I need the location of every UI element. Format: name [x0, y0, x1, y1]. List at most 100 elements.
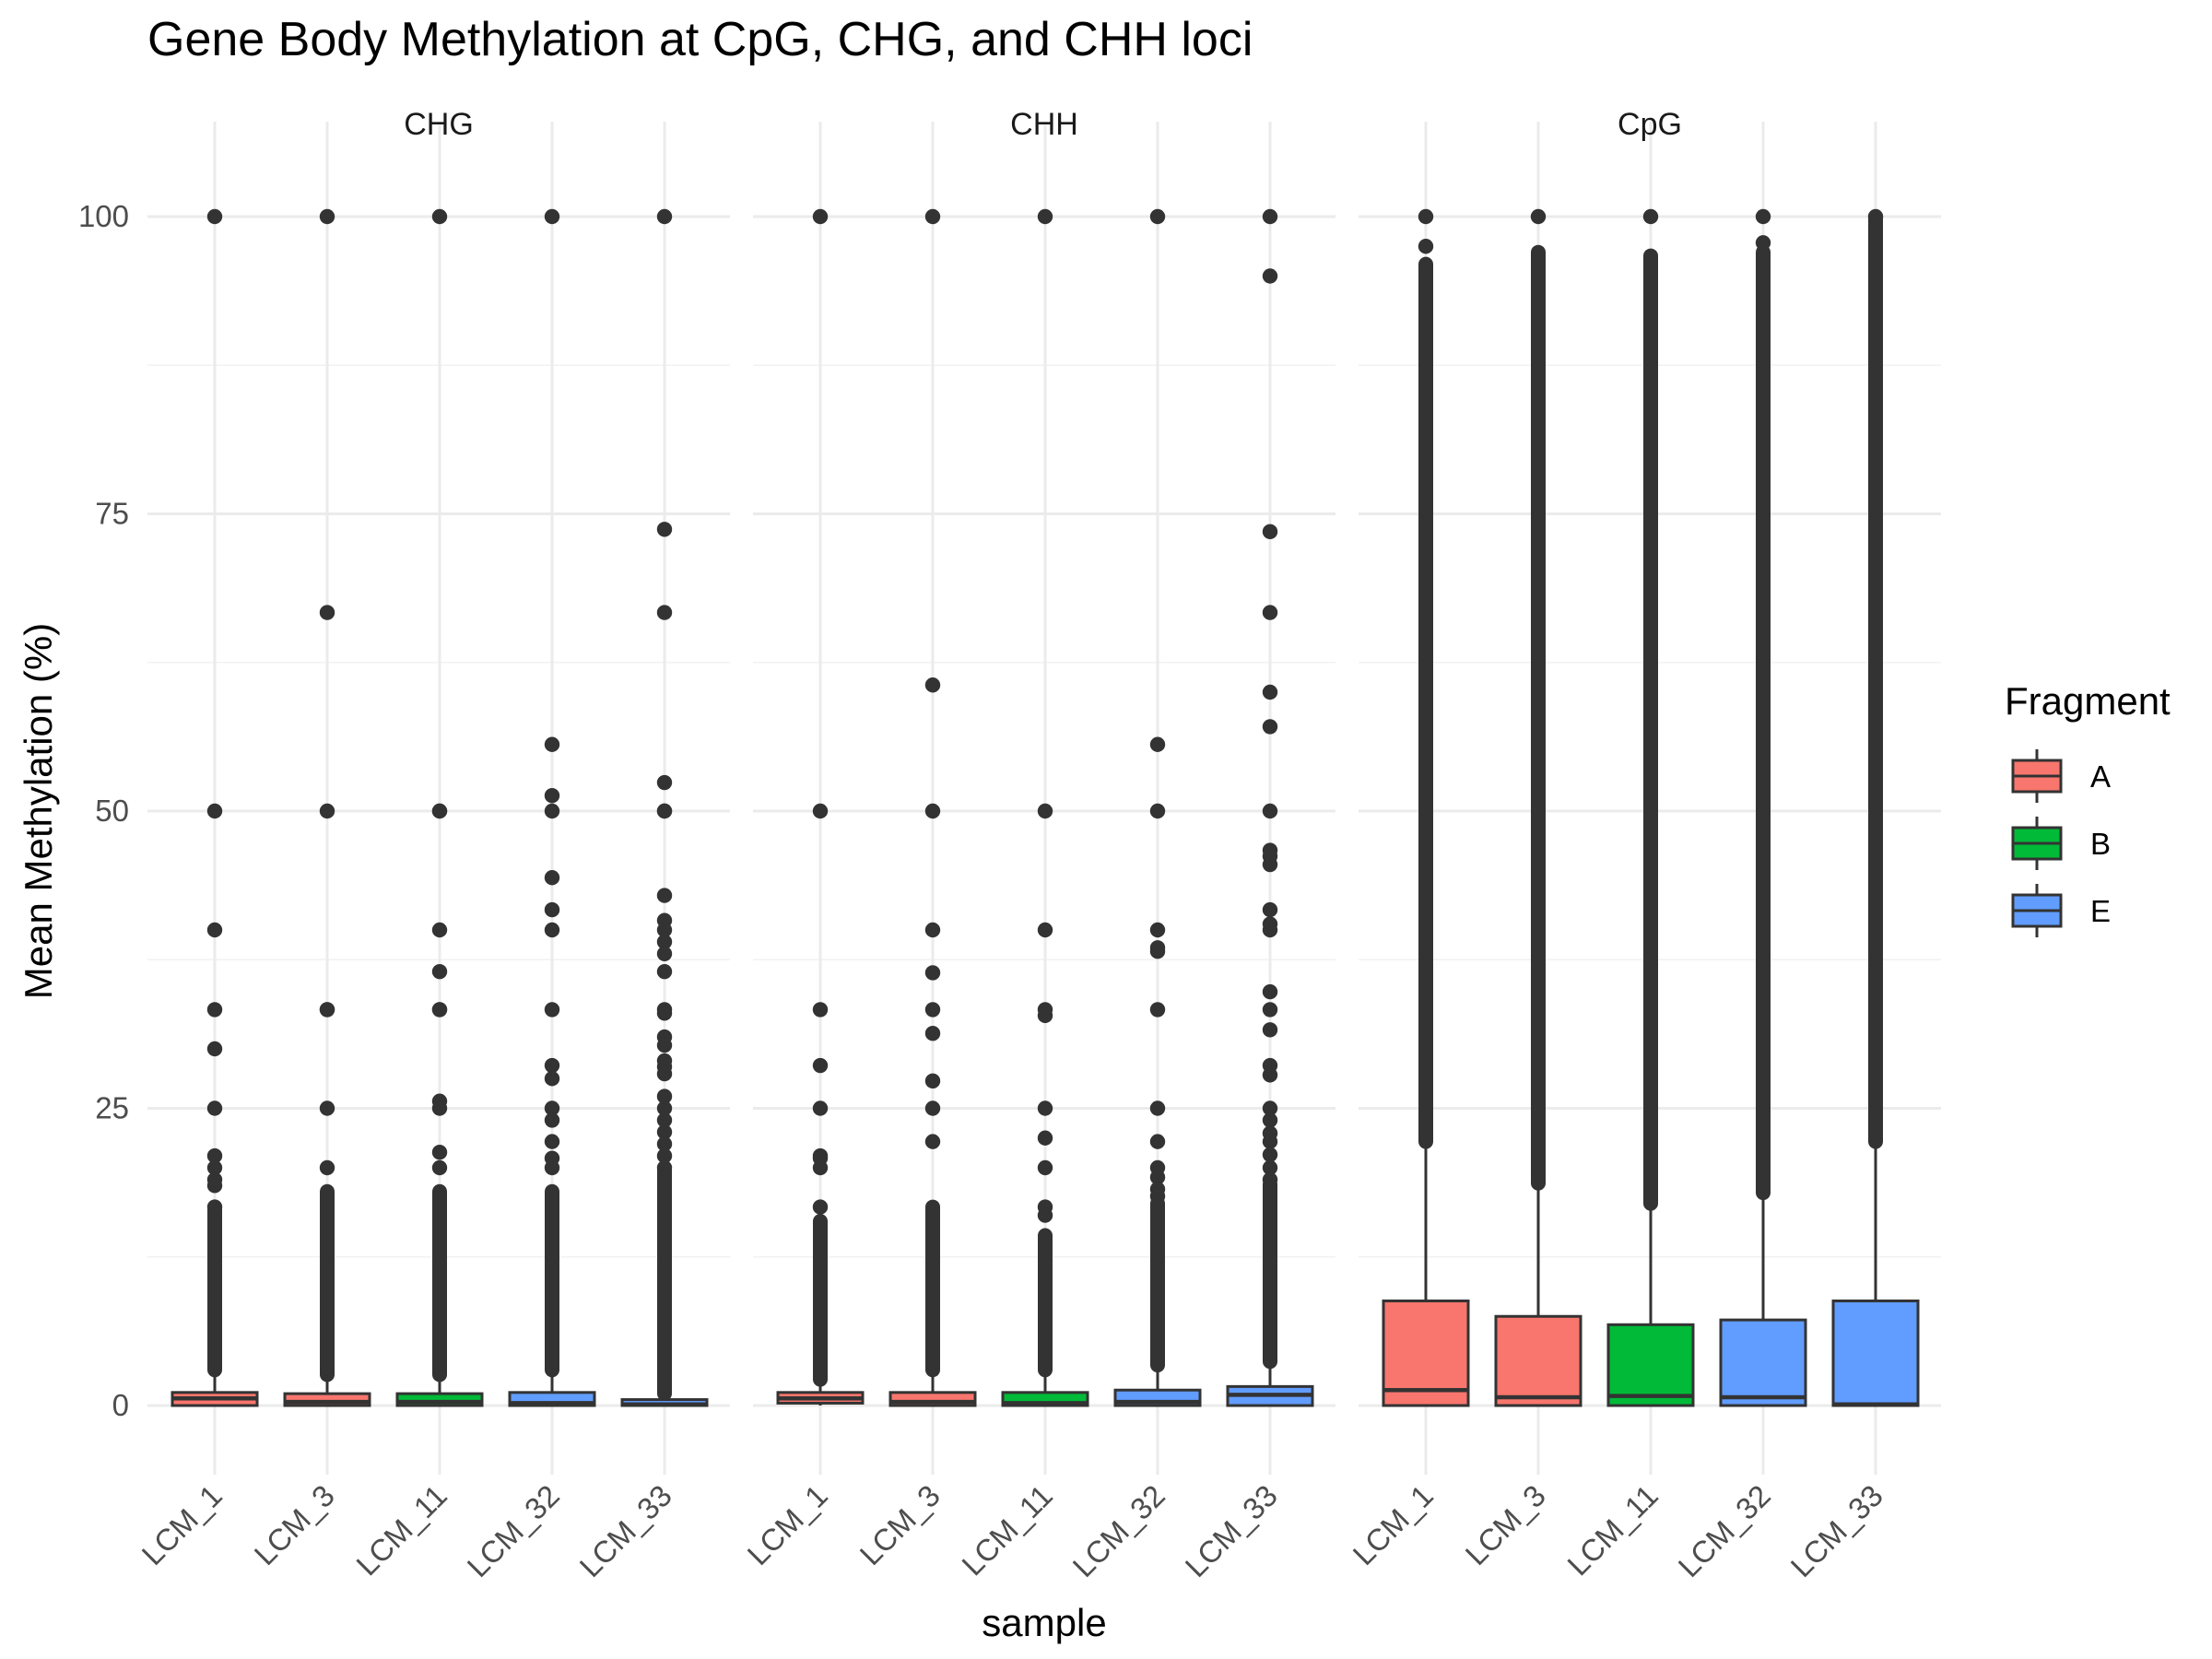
outlier-point	[1262, 719, 1278, 735]
outlier-point	[1037, 1007, 1053, 1024]
outlier-cluster	[1643, 248, 1658, 1211]
outlier-point	[1262, 524, 1278, 540]
outlier-point	[431, 1159, 448, 1176]
outlier-cluster	[813, 1214, 828, 1387]
outlier-point	[1149, 803, 1166, 819]
outlier-point	[656, 1088, 673, 1104]
outlier-point	[656, 208, 673, 225]
legend-title: Fragment	[2005, 679, 2171, 723]
outlier-point	[924, 1026, 941, 1041]
outlier-point	[656, 1124, 673, 1140]
outlier-point	[206, 1147, 223, 1164]
outlier-point	[544, 803, 560, 819]
outlier-point	[544, 922, 560, 938]
outlier-point	[924, 677, 941, 693]
box-cpg-lcm_33	[1831, 208, 1920, 1407]
plot-layer	[171, 208, 1920, 1407]
outlier-cluster	[207, 1202, 222, 1378]
box-chg-lcm_1	[171, 208, 259, 1407]
outlier-point	[1037, 1100, 1053, 1116]
x-tick-label: LCM_3	[1459, 1478, 1552, 1571]
outlier-point	[1262, 1159, 1278, 1176]
outlier-point	[1037, 1207, 1053, 1223]
x-tick-label: LCM_33	[573, 1478, 678, 1583]
box-cpg-lcm_3	[1494, 208, 1583, 1407]
outlier-point	[319, 1159, 335, 1176]
box-cpg-lcm_1	[1382, 208, 1470, 1407]
outlier-point	[1262, 208, 1278, 225]
outlier-point	[1642, 208, 1659, 225]
outlier-point	[656, 1065, 673, 1082]
outlier-point	[544, 1002, 560, 1018]
outlier-point	[924, 1073, 941, 1089]
outlier-point	[431, 963, 448, 980]
outlier-point	[924, 208, 941, 225]
outlier-point	[1037, 1159, 1053, 1176]
outlier-point	[206, 1100, 223, 1116]
outlier-point	[812, 1100, 829, 1116]
outlier-point	[656, 1112, 673, 1128]
outlier-point	[1149, 1002, 1166, 1018]
outlier-point	[1037, 208, 1053, 225]
outlier-cluster	[1150, 1195, 1165, 1373]
outlier-point	[1262, 901, 1278, 918]
outlier-point	[656, 1136, 673, 1152]
x-axis-title: sample	[982, 1601, 1106, 1644]
outlier-point	[1262, 1002, 1278, 1018]
outlier-point	[319, 1100, 335, 1116]
box-chg-lcm_11	[395, 208, 484, 1407]
outlier-point	[1262, 1067, 1278, 1083]
outlier-point	[1149, 1134, 1166, 1149]
outlier-point	[656, 1159, 673, 1176]
box-chh-lcm_1	[776, 208, 865, 1406]
outlier-point	[812, 1199, 829, 1215]
y-axis-title: Mean Methylation (%)	[17, 623, 60, 1000]
iqr-box	[1606, 1323, 1695, 1407]
outlier-point	[1262, 1134, 1278, 1149]
outlier-point	[544, 1134, 560, 1149]
outlier-point	[812, 803, 829, 819]
outlier-point	[206, 1199, 223, 1215]
outlier-point	[431, 922, 448, 938]
outlier-cluster	[1756, 244, 1771, 1201]
x-tick-label: LCM_1	[135, 1478, 229, 1571]
box-chh-lcm_3	[888, 208, 977, 1407]
legend-entry-b: B	[2011, 817, 2111, 870]
outlier-point	[1262, 268, 1278, 284]
facet-label-chh: CHH	[1010, 107, 1078, 142]
outlier-point	[206, 1159, 223, 1176]
outlier-point	[1149, 1170, 1166, 1185]
x-tick-label: LCM_11	[1560, 1478, 1665, 1583]
y-tick-label: 0	[112, 1388, 129, 1422]
outlier-point	[1149, 944, 1166, 959]
outlier-point	[924, 1134, 941, 1149]
legend: Fragment ABE	[2005, 679, 2171, 937]
legend-label: E	[2090, 894, 2111, 928]
outlier-point	[1037, 922, 1053, 938]
outlier-cluster	[657, 1160, 672, 1402]
outlier-point	[319, 1002, 335, 1018]
outlier-cluster	[320, 1183, 335, 1382]
outlier-point	[656, 605, 673, 620]
outlier-point	[656, 888, 673, 903]
outlier-point	[924, 922, 941, 938]
outlier-cluster	[1531, 244, 1546, 1191]
y-tick-label: 50	[95, 794, 129, 828]
outlier-point	[544, 870, 560, 886]
outlier-point	[1149, 736, 1166, 752]
outlier-point	[544, 1159, 560, 1176]
x-tick-label: LCM_32	[1672, 1478, 1777, 1583]
outlier-point	[319, 803, 335, 819]
chart-title: Gene Body Methylation at CpG, CHG, and C…	[147, 13, 1253, 66]
outlier-point	[544, 788, 560, 804]
outlier-point	[431, 803, 448, 819]
outlier-point	[431, 1100, 448, 1116]
outlier-point	[431, 1002, 448, 1018]
legend-entry-e: E	[2011, 884, 2111, 937]
outlier-point	[924, 803, 941, 819]
iqr-box	[1494, 1314, 1583, 1407]
outlier-point	[544, 1100, 560, 1116]
x-tick-label: LCM_3	[853, 1478, 947, 1571]
outlier-point	[319, 605, 335, 620]
